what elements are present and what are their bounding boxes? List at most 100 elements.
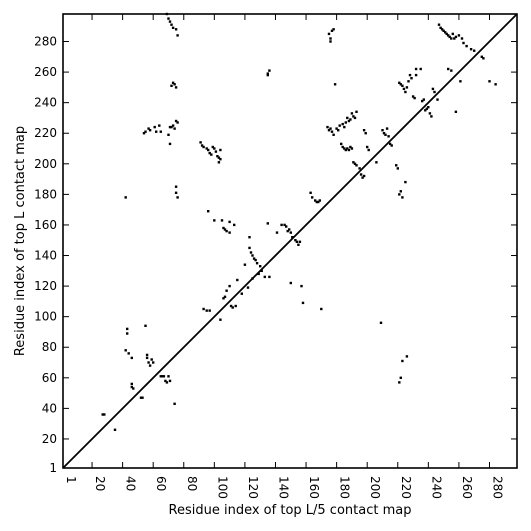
contact-point	[320, 307, 323, 311]
contact-point	[399, 190, 402, 193]
contact-point	[208, 151, 211, 155]
x-tick-label: 120	[246, 476, 260, 499]
contact-point	[162, 375, 166, 378]
y-tick-label: 100	[34, 310, 57, 324]
contact-point	[494, 83, 497, 86]
contact-point	[103, 413, 106, 416]
contact-point	[448, 35, 451, 39]
contact-point	[144, 324, 147, 327]
contact-point	[222, 297, 225, 300]
contact-point	[332, 28, 335, 31]
x-tick-label: 140	[276, 476, 290, 499]
contact-point	[404, 90, 407, 94]
contact-point	[289, 281, 292, 285]
contact-point	[251, 254, 254, 257]
contact-point	[141, 396, 144, 399]
contact-point	[329, 127, 332, 130]
contact-point	[275, 231, 279, 234]
contact-point	[413, 96, 416, 100]
x-axis-label: Residue index of top L/5 contact map	[169, 503, 412, 518]
contact-point	[173, 402, 176, 405]
contact-point	[482, 57, 485, 60]
contact-point	[243, 263, 247, 266]
contact-point	[291, 236, 294, 239]
contact-point	[327, 32, 331, 36]
contact-point	[375, 161, 378, 164]
contact-point	[388, 142, 392, 146]
contact-point	[148, 129, 152, 132]
contact-point	[358, 167, 361, 170]
contact-point	[401, 359, 404, 363]
x-tick-label: 80	[185, 476, 199, 491]
contact-point	[219, 148, 222, 152]
contact-point	[465, 44, 468, 48]
y-tick-label: 140	[34, 249, 57, 263]
contact-point	[252, 257, 256, 260]
x-tick-label: 200	[368, 476, 382, 499]
contact-point	[174, 28, 178, 31]
contact-point	[171, 26, 175, 29]
contact-point	[171, 124, 175, 127]
contact-point	[437, 23, 441, 26]
contact-point	[229, 304, 233, 308]
contact-point	[228, 231, 231, 234]
x-tick-label: 20	[93, 476, 107, 491]
contact-point	[419, 67, 422, 71]
contact-point	[301, 301, 305, 305]
contact-point	[173, 83, 176, 86]
contact-point	[424, 109, 427, 112]
contact-point	[344, 148, 347, 152]
y-tick-label: 20	[42, 432, 57, 446]
contact-point	[147, 361, 150, 364]
contact-point	[428, 112, 432, 115]
contact-point	[436, 98, 439, 101]
contact-point	[222, 226, 225, 230]
contact-point	[248, 246, 251, 250]
contact-point	[330, 130, 334, 133]
contact-point	[414, 73, 418, 77]
contact-point	[366, 145, 369, 149]
contact-point	[268, 69, 271, 72]
x-tick-label: 280	[490, 476, 504, 499]
contact-point	[387, 135, 390, 138]
contact-point	[213, 219, 216, 222]
contact-point	[329, 37, 332, 40]
contact-point	[263, 275, 266, 279]
contact-point	[142, 132, 146, 135]
contact-point	[214, 150, 218, 153]
contact-point	[219, 158, 222, 161]
contact-point	[220, 219, 224, 222]
contact-point	[300, 284, 303, 288]
contact-point	[145, 356, 149, 360]
contact-point	[401, 84, 404, 87]
contact-point	[168, 125, 172, 129]
contact-point	[459, 80, 462, 83]
contact-point	[488, 80, 491, 83]
x-tick-label: 240	[429, 476, 443, 499]
contact-point	[127, 352, 130, 355]
contact-point	[255, 262, 259, 265]
contact-point	[240, 292, 243, 295]
contact-point	[113, 428, 117, 431]
contact-point	[399, 83, 402, 86]
contact-point	[433, 90, 436, 94]
y-tick-label: 280	[34, 35, 57, 49]
contact-point	[165, 381, 169, 384]
contact-point	[295, 240, 299, 243]
contact-point	[280, 223, 283, 227]
contact-point	[260, 269, 263, 272]
contact-point	[199, 141, 202, 144]
contact-point	[462, 41, 465, 45]
contact-point	[364, 132, 367, 135]
y-axis-label: Residue index of top L contact map	[13, 126, 28, 356]
contact-point	[168, 20, 172, 23]
contact-point	[396, 167, 399, 170]
contact-point	[405, 86, 409, 89]
contact-point	[268, 275, 271, 279]
contact-point	[130, 382, 133, 386]
contact-point	[408, 73, 412, 77]
contact-point	[346, 147, 349, 150]
contact-point	[402, 87, 406, 91]
contact-point	[144, 130, 147, 133]
contact-point	[333, 83, 337, 86]
